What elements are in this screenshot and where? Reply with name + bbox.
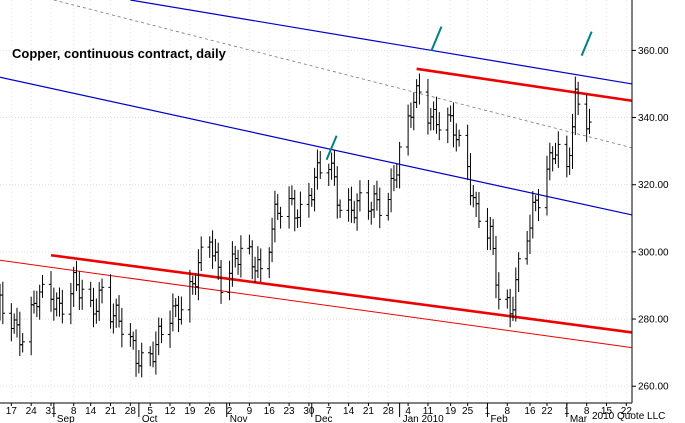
price-bar: [258, 248, 263, 283]
trendline: [130, 0, 633, 85]
x-day-label: 8: [584, 406, 590, 417]
marker-ticks: [325, 26, 593, 161]
trendline: [0, 259, 633, 349]
price-bar: [377, 187, 382, 229]
y-tick-label: 260.00: [638, 382, 669, 393]
price-bar: [536, 188, 541, 222]
x-day-label: 15: [601, 406, 613, 417]
x-day-label: 31: [45, 406, 57, 417]
price-bar: [199, 236, 204, 272]
x-day-label: 14: [343, 406, 355, 417]
x-month-label: Nov: [230, 414, 248, 423]
price-bar: [437, 112, 442, 141]
price-bar: [496, 272, 501, 310]
x-day-label: 19: [184, 406, 196, 417]
x-month-label: Sep: [57, 414, 75, 423]
price-bar: [397, 141, 402, 189]
x-day-label: 26: [204, 406, 216, 417]
x-day-label: 21: [363, 406, 375, 417]
price-bar: [99, 278, 105, 304]
x-day-label: 4: [405, 406, 411, 417]
x-day-label: 21: [105, 406, 117, 417]
x-day-label: 28: [383, 406, 395, 417]
price-bar: [298, 191, 303, 227]
y-tick-label: 300.00: [638, 247, 669, 258]
x-day-label: 2: [227, 406, 233, 417]
y-tick-label: 360.00: [638, 46, 669, 57]
x-day-label: 30: [303, 406, 315, 417]
x-day-label: 16: [524, 406, 536, 417]
x-day-label: 23: [284, 406, 296, 417]
price-bar: [0, 281, 6, 325]
trendlines: [0, 0, 633, 349]
price-bar: [318, 151, 323, 179]
x-day-label: 8: [71, 406, 77, 417]
y-tick-label: 320.00: [638, 180, 669, 191]
price-bar: [139, 342, 144, 378]
price-bar: [159, 318, 164, 344]
price-bar: [587, 108, 592, 135]
x-day-label: 22: [541, 406, 553, 417]
marker-tick: [580, 31, 593, 57]
x-day-label: 16: [264, 406, 276, 417]
x-day-label: 22: [621, 406, 633, 417]
x-month-label: Jan 2010: [403, 414, 445, 423]
x-day-label: 9: [247, 406, 253, 417]
trendline: [0, 76, 633, 216]
price-bar: [40, 274, 45, 298]
marker-tick: [430, 26, 443, 52]
price-bar: [476, 192, 482, 228]
trendline: [416, 67, 633, 103]
x-day-label: 19: [445, 406, 457, 417]
x-day-label: 17: [6, 406, 18, 417]
x-day-label: 14: [85, 406, 97, 417]
x-day-label: 25: [462, 406, 474, 417]
x-day-label: 5: [147, 406, 153, 417]
price-bar: [575, 81, 581, 116]
x-day-label: 28: [125, 406, 137, 417]
y-tick-label: 280.00: [638, 315, 669, 326]
x-month-label: Dec: [315, 414, 333, 423]
x-day-label: 8: [505, 406, 511, 417]
price-bar: [218, 259, 224, 304]
x-day-label: 11: [423, 406, 434, 417]
price-bar: [79, 279, 85, 310]
price-bar: [20, 333, 25, 353]
y-tick-label: 340.00: [638, 113, 669, 124]
x-day-label: 7: [326, 406, 332, 417]
chart-credit: 2010 Quote LLC: [592, 411, 665, 422]
price-bar: [179, 296, 184, 325]
gridlines: [0, 0, 632, 403]
price-bar: [60, 289, 65, 324]
price-bar: [278, 206, 283, 229]
price-bar: [337, 199, 343, 218]
x-day-label: 12: [164, 406, 176, 417]
price-bar: [417, 73, 422, 105]
x-month-label: Feb: [490, 414, 508, 423]
x-month-label: Mar: [570, 414, 588, 423]
price-bar: [556, 131, 561, 168]
price-bar: [119, 307, 125, 348]
x-axis: 17 24 31 8 14 21 28 5 12 19 26 2 9 16 23 30 7 14 21 28 4 11 19…: [6, 403, 633, 423]
x-month-label: Oct: [142, 414, 158, 423]
price-bars: [0, 73, 592, 378]
marker-tick: [325, 135, 338, 161]
price-bar: [357, 180, 363, 212]
price-bar: [238, 235, 244, 278]
chart-title: Copper, continuous contract, daily: [12, 46, 227, 61]
y-axis: 260.00 280.00 300.00 320.00 340.00 360.00: [632, 46, 669, 393]
price-bar: [456, 129, 462, 147]
x-day-label: 24: [26, 406, 38, 417]
price-bar: [516, 252, 521, 293]
trendline: [50, 253, 633, 334]
